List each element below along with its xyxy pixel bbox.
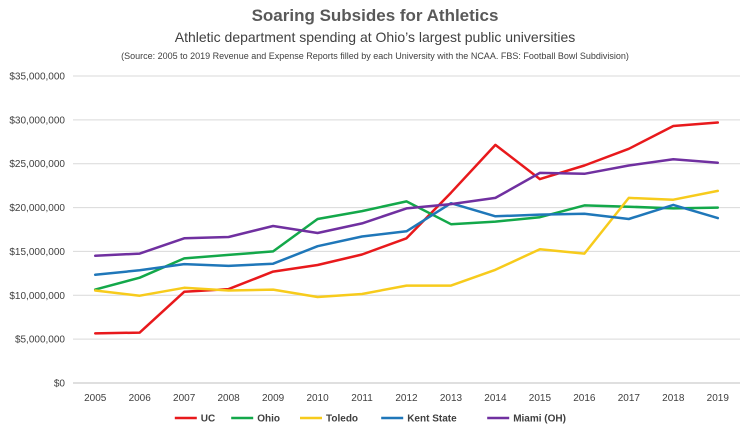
x-tick-label: 2014 [484,393,507,404]
y-tick-label: $35,000,000 [9,72,65,83]
x-tick-label: 2017 [618,393,641,404]
x-tick-label: 2019 [707,393,730,404]
x-tick-label: 2018 [662,393,685,404]
legend-label: Miami (OH) [513,414,566,425]
series-line-uc [93,121,720,335]
x-tick-label: 2011 [351,393,373,404]
legend-label: UC [201,414,215,425]
x-tick-label: 2008 [218,393,241,404]
chart-source-note: (Source: 2005 to 2019 Revenue and Expens… [121,51,629,61]
x-tick-label: 2013 [440,393,463,404]
y-tick-label: $5,000,000 [15,335,65,346]
y-tick-label: $30,000,000 [9,115,65,126]
y-tick-label: $15,000,000 [9,247,65,258]
series-line-kent-state [93,201,720,276]
y-tick-label: $20,000,000 [9,203,65,214]
x-tick-label: 2006 [129,393,152,404]
x-tick-label: 2015 [529,393,552,404]
series-line-ohio [93,200,720,291]
x-tick-label: 2010 [306,393,329,404]
y-tick-label: $10,000,000 [9,291,65,302]
chart-title: Soaring Subsides for Athletics [251,6,499,25]
x-tick-label: 2012 [395,393,418,404]
x-tick-label: 2005 [84,393,107,404]
y-tick-label: $25,000,000 [9,159,65,170]
x-tick-label: 2016 [573,393,596,404]
x-tick-label: 2007 [173,393,196,404]
legend-label: Ohio [257,414,280,425]
series-line-miami-oh [93,158,720,258]
x-tick-label: 2009 [262,393,285,404]
legend-label: Kent State [407,414,457,425]
legend-label: Toledo [326,414,358,425]
chart-subtitle: Athletic department spending at Ohio’s l… [174,29,576,45]
y-tick-label: $0 [54,379,66,390]
